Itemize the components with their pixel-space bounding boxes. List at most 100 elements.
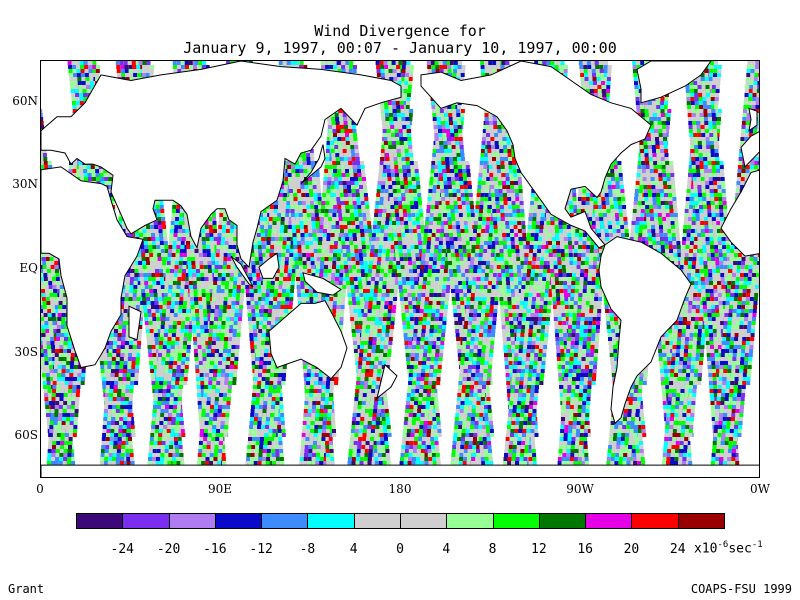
- swath-cell: [71, 93, 75, 97]
- swath-cell: [201, 229, 205, 233]
- swath-cell: [210, 241, 214, 245]
- swath-cell: [56, 341, 60, 345]
- swath-cell: [47, 381, 51, 385]
- swath-cell: [188, 269, 192, 273]
- swath-cell: [52, 277, 56, 281]
- swath-cell: [146, 477, 150, 478]
- swath-cell: [157, 449, 161, 453]
- swath-cell: [184, 369, 188, 373]
- swath-cell: [41, 325, 45, 329]
- swath-cell: [151, 273, 155, 277]
- swath-cell: [41, 157, 43, 161]
- swath-cell: [183, 261, 187, 265]
- swath-cell: [61, 329, 65, 333]
- swath-cell: [60, 393, 64, 397]
- swath-cell: [41, 337, 42, 341]
- swath-cell: [74, 417, 78, 421]
- swath-cell: [158, 225, 162, 229]
- swath-cell: [146, 73, 150, 77]
- swath-cell: [113, 453, 117, 457]
- swath-cell: [124, 405, 128, 409]
- swath-cell: [181, 321, 185, 325]
- swath-cell: [116, 361, 120, 365]
- swath-cell: [113, 401, 117, 405]
- swath-cell: [92, 61, 96, 65]
- swath-cell: [159, 345, 163, 349]
- swath-cell: [101, 373, 105, 377]
- swath-cell: [61, 477, 65, 478]
- swath-cell: [185, 225, 189, 229]
- swath-cell: [55, 353, 59, 357]
- swath-cell: [157, 321, 161, 325]
- swath-cell: [50, 417, 54, 421]
- swath-cell: [160, 413, 164, 417]
- swath-cell: [148, 453, 152, 457]
- swath-cell: [69, 425, 73, 429]
- swath-cell: [171, 265, 175, 269]
- swath-cell: [149, 289, 153, 293]
- swath-cell: [169, 401, 173, 405]
- swath-cell: [49, 361, 53, 365]
- swath-cell: [116, 353, 120, 357]
- swath-cell: [119, 477, 123, 478]
- swath-cell: [160, 245, 164, 249]
- swath-cell: [174, 269, 178, 273]
- swath-cell: [161, 361, 165, 365]
- swath-cell: [169, 365, 173, 369]
- swath-cell: [50, 257, 54, 261]
- swath-cell: [100, 361, 104, 365]
- swath-cell: [62, 417, 66, 421]
- swath-cell: [164, 333, 168, 337]
- swath-cell: [184, 289, 188, 293]
- swath-cell: [116, 409, 120, 413]
- swath-cell: [173, 241, 177, 245]
- swath-cell: [129, 445, 133, 449]
- swath-cell: [175, 221, 179, 225]
- swath-cell: [153, 285, 157, 289]
- swath-cell: [151, 265, 155, 269]
- swath-cell: [173, 281, 177, 285]
- swath-cell: [56, 385, 60, 389]
- swath-cell: [175, 345, 179, 349]
- swath-cell: [126, 453, 130, 457]
- swath-cell: [208, 269, 212, 273]
- swath-cell: [53, 285, 57, 289]
- swath-cell: [125, 397, 129, 401]
- swath-cell: [150, 369, 154, 373]
- swath-cell: [121, 341, 125, 345]
- swath-cell: [119, 369, 123, 373]
- swath-cell: [180, 329, 184, 333]
- swath-cell: [100, 457, 104, 461]
- swath-cell: [149, 249, 153, 253]
- swath-cell: [127, 461, 131, 465]
- swath-cell: [161, 405, 165, 409]
- swath-cell: [179, 345, 183, 349]
- swath-cell: [180, 417, 184, 421]
- swath-cell: [50, 301, 54, 305]
- swath-cell: [194, 61, 198, 65]
- swath-cell: [52, 389, 56, 393]
- swath-cell: [141, 289, 145, 293]
- swath-cell: [48, 321, 52, 325]
- swath-cell: [110, 381, 114, 385]
- swath-cell: [81, 69, 85, 73]
- swath-cell: [136, 357, 140, 361]
- swath-cell: [88, 173, 92, 177]
- swath-cell: [52, 385, 56, 389]
- swath-cell: [125, 289, 129, 293]
- swath-cell: [124, 361, 128, 365]
- swath-cell: [166, 357, 170, 361]
- swath-cell: [69, 477, 73, 478]
- swath-cell: [163, 237, 167, 241]
- swath-cell: [128, 409, 132, 413]
- swath-cell: [162, 349, 166, 353]
- swath-cell: [170, 225, 174, 229]
- swath-cell: [82, 81, 86, 85]
- swath-cell: [168, 369, 172, 373]
- swath-cell: [117, 389, 121, 393]
- swath-cell: [161, 321, 165, 325]
- swath-cell: [68, 385, 72, 389]
- swath-cell: [55, 457, 59, 461]
- swath-cell: [156, 241, 160, 245]
- swath-cell: [120, 61, 124, 65]
